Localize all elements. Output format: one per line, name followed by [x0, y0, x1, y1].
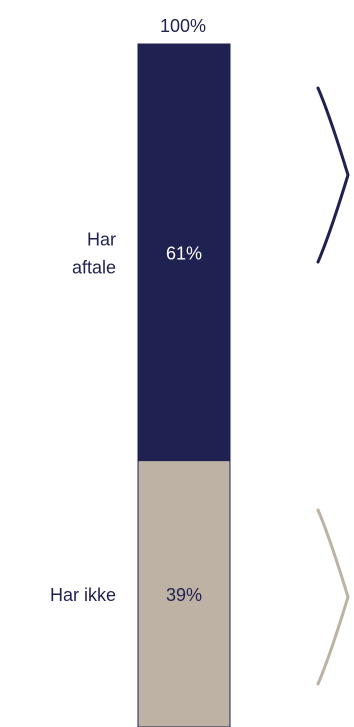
brace-1	[316, 86, 350, 264]
category-label-1-line-2: aftale	[72, 257, 116, 277]
bar-stack: 61% Har aftale 39% Har ikke	[50, 43, 231, 727]
category-label-1-line-1: Har	[87, 229, 116, 249]
bar-segment-1	[137, 43, 231, 462]
value-label-1: 61%	[166, 243, 202, 263]
category-label-2: Har ikke	[50, 585, 116, 605]
brace-group	[316, 86, 350, 686]
value-label-2: 39%	[166, 585, 202, 605]
brace-2	[316, 508, 350, 686]
total-label: 100%	[160, 16, 206, 36]
bar-segment-2	[137, 460, 231, 727]
